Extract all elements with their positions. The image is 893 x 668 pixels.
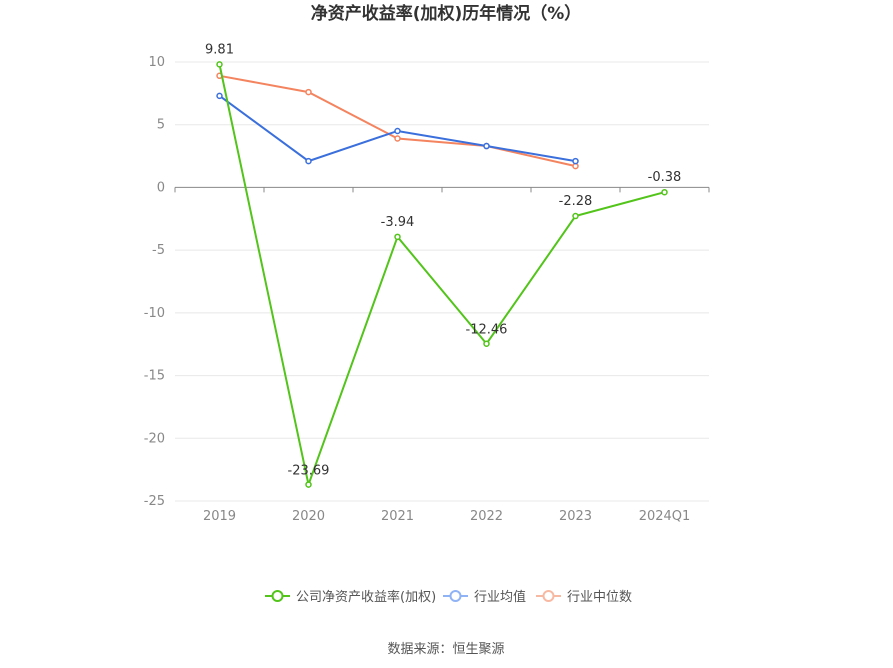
legend-marker: [542, 590, 555, 602]
data-label: -0.38: [648, 170, 682, 185]
data-label: -2.28: [559, 194, 593, 209]
series-point-1: [394, 127, 401, 135]
series-point-0: [483, 340, 490, 347]
y-axis: 10 5 0 -5 -10 -15 -20 -25: [144, 55, 165, 509]
source-note: 数据来源：恒生聚源: [387, 642, 504, 657]
legend-label: 行业中位数: [567, 590, 632, 605]
data-label: -12.46: [466, 323, 508, 338]
data-label: -23.69: [288, 464, 330, 479]
data-label: 9.81: [205, 42, 234, 57]
y-tick-label: -15: [144, 369, 165, 384]
series-point-0: [305, 481, 312, 488]
plot-area: [216, 61, 668, 489]
series-line-0: [218, 64, 665, 489]
legend-marker: [271, 590, 284, 602]
y-tick-label: -5: [152, 243, 165, 258]
y-tick-label: -25: [144, 494, 165, 509]
x-tick-label: 2019: [203, 509, 236, 524]
y-tick-label: -10: [144, 306, 165, 321]
series-point-1: [572, 157, 579, 165]
y-tick-label: -20: [144, 431, 165, 446]
x-tick-label: 2022: [470, 509, 503, 524]
x-tick-label: 2021: [381, 509, 414, 524]
series-point-0: [661, 188, 668, 196]
y-tick-label: 10: [148, 55, 165, 70]
y-tick-label: 0: [157, 180, 165, 195]
series-point-2: [394, 135, 401, 142]
legend-label: 行业均值: [474, 589, 526, 605]
legend-marker: [449, 590, 462, 602]
series-point-2: [305, 88, 312, 96]
x-tick-label: 2023: [559, 509, 592, 524]
series-point-2: [572, 162, 579, 170]
x-tick-label: 2024Q1: [639, 509, 691, 524]
series-point-0: [394, 233, 401, 241]
data-labels: 9.81 -23.69 -3.94 -12.46 -2.28 -0.38: [205, 42, 681, 478]
x-tick-label: 2020: [292, 509, 325, 524]
series-point-1: [216, 92, 223, 100]
grid: [175, 61, 709, 502]
series-point-0: [572, 212, 579, 220]
legend: 公司净资产收益率(加权) 行业均值 行业中位数: [265, 589, 632, 605]
chart-title: 净资产收益率(加权)历年情况（%）: [311, 3, 582, 24]
data-label: -3.94: [381, 215, 415, 230]
series-point-1: [483, 142, 490, 150]
legend-label: 公司净资产收益率(加权): [296, 589, 436, 605]
series-point-1: [305, 157, 312, 165]
y-tick-label: 5: [157, 118, 165, 133]
x-axis: 2019 2020 2021 2022 2023 2024Q1: [174, 186, 710, 524]
series-point-0: [216, 61, 223, 68]
